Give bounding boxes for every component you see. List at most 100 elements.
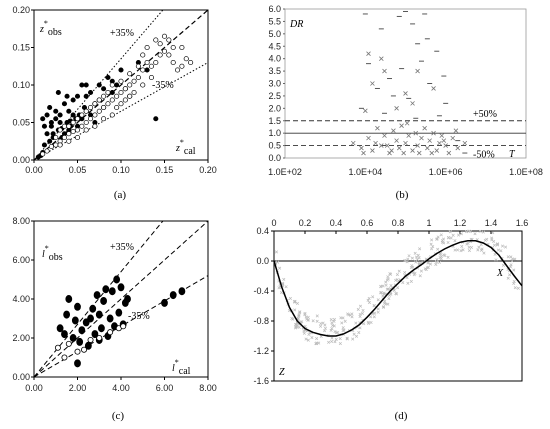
panel-d-point — [495, 242, 500, 246]
panel-b-point-x — [403, 91, 408, 96]
panel-d-point-stroke — [379, 291, 384, 295]
panel-b-point-x-stroke — [446, 150, 452, 156]
panel-a-point-filled — [61, 101, 67, 107]
panel-b-point-x — [415, 68, 420, 74]
panel-b-point-x — [370, 148, 375, 153]
panel-b-point-x-stroke — [413, 130, 419, 136]
panel-a-point-open — [61, 134, 67, 141]
panel-a-point-open — [96, 108, 102, 114]
panel-d-point-stroke — [311, 319, 315, 323]
panel-c-ytick-label: 2.00 — [12, 333, 30, 343]
panel-d-point-stroke — [321, 321, 325, 325]
panel-d-xtick-label: 0.2 — [299, 218, 312, 228]
panel-d-point-stroke — [385, 287, 389, 291]
panel-d-point — [465, 230, 469, 234]
panel-d-point-stroke — [315, 319, 319, 323]
panel-d-point-stroke — [410, 264, 414, 268]
panel-d-point — [381, 284, 385, 288]
panel-d-point — [478, 229, 482, 233]
panel-d-point-stroke — [389, 272, 393, 276]
panel-d-point — [387, 293, 391, 297]
panel-d-xlabel: X — [496, 268, 504, 279]
panel-d-point-stroke — [493, 252, 497, 256]
panel-c-point-open — [61, 354, 68, 361]
panel-b-ylabel: DR — [289, 19, 303, 30]
panel-a-point-open — [48, 143, 54, 150]
panel-d-point-stroke — [358, 304, 363, 308]
panel-a-point-open — [83, 127, 89, 133]
panel-d-point — [274, 250, 279, 254]
panel-d-point — [407, 254, 411, 258]
panel-b-point-x — [389, 148, 394, 153]
panel-d-point — [323, 329, 327, 333]
panel-d-point — [303, 313, 307, 317]
panel-d-point-stroke — [509, 255, 513, 259]
panel-d-point — [386, 275, 390, 279]
panel-d-point — [466, 241, 470, 245]
panel-d-point — [334, 331, 338, 335]
panel-d-point — [406, 281, 410, 285]
panel-d-point — [298, 310, 302, 314]
panel-d-point-stroke — [418, 274, 422, 278]
panel-d-point-stroke — [329, 318, 333, 322]
panel-c-point-filled — [87, 314, 94, 323]
panel-d-point-stroke — [468, 229, 473, 234]
panel-d-point-stroke — [323, 326, 327, 330]
panel-a-point-open — [157, 52, 163, 58]
panel-d-point — [493, 252, 497, 256]
panel-d-point — [431, 244, 435, 249]
panel-c-point-open — [54, 344, 61, 351]
panel-d-point-stroke — [297, 313, 301, 317]
panel-d-point — [338, 336, 342, 341]
panel-d-point — [330, 339, 334, 344]
panel-d-point-stroke — [492, 243, 497, 247]
panel-d-point — [395, 278, 399, 282]
panel-d-point — [346, 312, 350, 316]
panel-b-point-x — [391, 128, 396, 133]
panel-b-point-x-stroke — [384, 143, 390, 148]
panel-a-xtick-label: 0.20 — [199, 165, 217, 175]
panel-d-point-stroke — [436, 235, 440, 239]
panel-a-point-open — [140, 52, 146, 58]
panel-d-point — [503, 245, 508, 249]
panel-a-point-open — [140, 67, 146, 73]
panel-d-point-stroke — [330, 321, 334, 325]
panel-a-point-filled — [57, 119, 63, 126]
panel-d-point — [345, 337, 349, 341]
panel-d-point-stroke — [430, 238, 434, 242]
panel-a-point-filled — [50, 131, 56, 137]
panel-d-point-stroke — [434, 262, 438, 266]
panel-d-point-stroke — [435, 257, 439, 262]
panel-d-point-stroke — [376, 310, 380, 314]
panel-a-point-open — [114, 104, 120, 111]
panel-b-point-x-stroke — [415, 68, 420, 74]
panel-d-point-stroke — [292, 299, 296, 304]
panel-d-point-stroke — [288, 296, 292, 300]
panel-c-point-open — [81, 346, 88, 353]
panel-a-point-open — [74, 127, 81, 133]
panel-d-point — [443, 253, 447, 258]
panel-a-point-open — [175, 67, 181, 73]
panel-d-point — [406, 257, 410, 261]
panel-a-point-filled — [153, 116, 159, 122]
panel-b-point-x — [410, 101, 415, 106]
panel-b-point-x — [384, 143, 390, 148]
panel-b-point-x-stroke — [415, 143, 420, 148]
panel-b-point-x — [410, 148, 415, 153]
panel-d-point-stroke — [384, 292, 388, 296]
panel-d-point-stroke — [394, 291, 398, 295]
panel-d-point-stroke — [278, 266, 282, 270]
panel-a-point-open — [135, 74, 141, 81]
panel-d-point-stroke — [351, 329, 355, 333]
panel-a-point-filled — [79, 82, 85, 88]
panel-a-point-open — [53, 134, 59, 141]
panel-d-point-stroke — [479, 248, 484, 252]
panel-d-point-stroke — [367, 296, 371, 301]
panel-d-point — [386, 302, 390, 306]
panel-d-point-stroke — [367, 321, 371, 325]
panel-d-point — [403, 258, 407, 263]
panel-b-point-x-stroke — [394, 138, 399, 143]
panel-d-point — [382, 301, 387, 305]
panel-c-point-filled — [102, 285, 110, 294]
panel-b-point-x-stroke — [396, 145, 402, 151]
